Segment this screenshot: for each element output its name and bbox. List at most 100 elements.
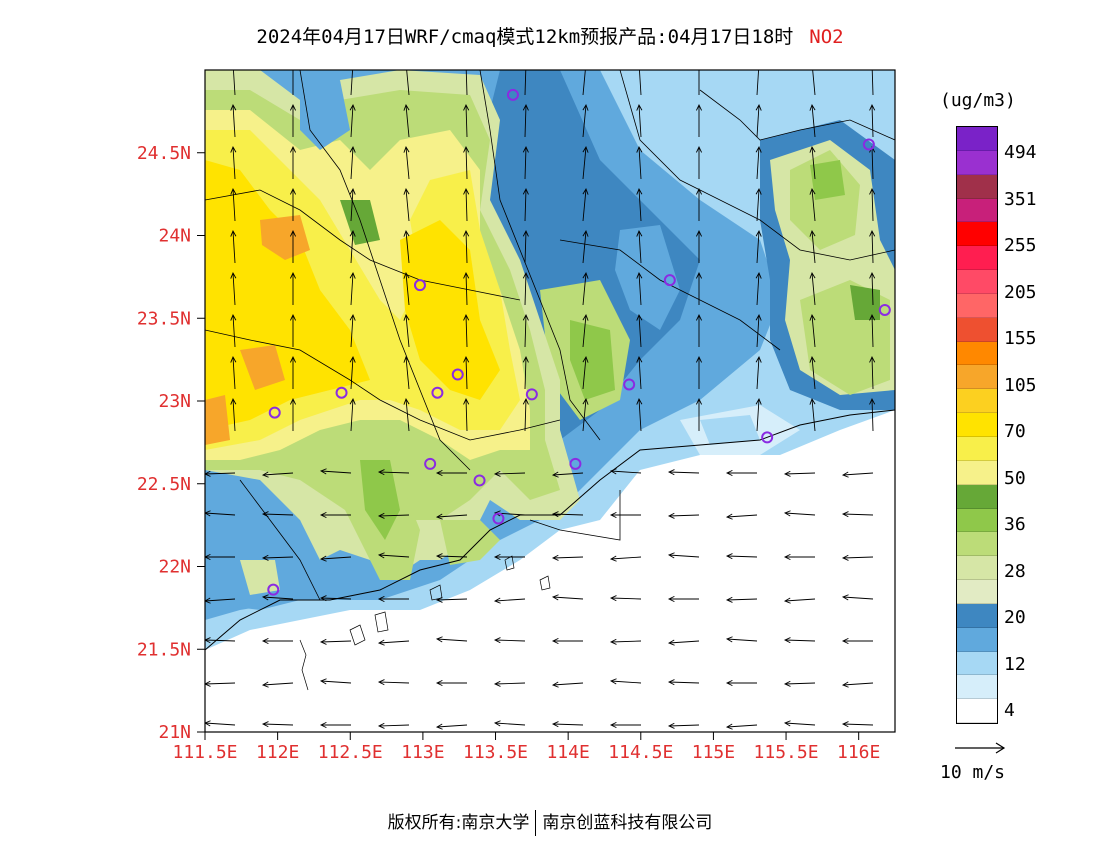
wind-arrow — [725, 513, 758, 520]
wind-arrow — [435, 679, 467, 687]
wind-arrow — [205, 510, 236, 517]
colorbar-segment — [957, 508, 997, 533]
wind-reference-label: 10 m/s — [940, 762, 1006, 783]
wind-arrow — [377, 679, 410, 686]
wind-arrow — [725, 723, 758, 730]
wind-vector-layer — [205, 70, 876, 730]
wind-arrow — [841, 681, 874, 688]
wind-arrow — [809, 145, 816, 180]
wind-arrow — [841, 637, 873, 645]
colorbar-segment — [957, 293, 997, 318]
wind-arrow — [582, 397, 589, 432]
wind-arrow — [230, 103, 237, 138]
lon-tick-label: 113.5E — [463, 742, 528, 763]
wind-arrow — [522, 355, 529, 390]
wind-arrow — [582, 187, 589, 222]
wind-arrow — [230, 145, 237, 180]
wind-arrow — [636, 229, 643, 264]
wind-arrow — [667, 512, 700, 519]
lon-tick-label: 112.5E — [318, 742, 383, 763]
colorbar-segment — [957, 532, 997, 557]
wind-arrow — [869, 103, 876, 138]
colorbar-label: 70 — [1004, 421, 1026, 442]
wind-arrow — [551, 554, 584, 561]
wind-arrow — [871, 70, 874, 96]
legend-unit: (ug/m3) — [940, 90, 1016, 111]
wind-arrow — [319, 468, 352, 475]
colorbar-label: 155 — [1004, 328, 1037, 349]
latitude-axis: 24.5N 24N 23.5N 23N 22.5N 22N 21.5N 21N — [137, 143, 205, 743]
colorbar-label: 494 — [1004, 142, 1037, 163]
colorbar-segment — [957, 174, 997, 199]
wind-arrow — [205, 720, 236, 727]
lon-tick-label: 114.5E — [608, 742, 673, 763]
lat-tick-label: 22N — [158, 557, 191, 578]
concentration-field — [205, 70, 895, 732]
wind-arrow — [725, 553, 758, 560]
wind-arrow — [695, 103, 703, 137]
wind-arrow — [841, 594, 874, 601]
wind-arrow — [609, 555, 642, 562]
wind-arrow — [522, 313, 529, 348]
city-marker — [267, 583, 280, 596]
wind-arrow — [551, 721, 584, 728]
wind-arrow — [465, 70, 468, 96]
colorbar-segment — [957, 460, 997, 485]
colorbar-segment — [957, 436, 997, 461]
wind-arrow — [493, 597, 526, 604]
wind-arrow — [435, 553, 468, 560]
lat-tick-label: 21.5N — [137, 639, 191, 660]
wind-arrow — [261, 471, 294, 478]
city-marker — [761, 431, 774, 444]
wind-arrow — [261, 681, 294, 688]
colorbar-label: 36 — [1004, 514, 1026, 535]
city-marker — [623, 378, 636, 391]
wind-arrow — [289, 355, 297, 389]
wind-arrow — [695, 355, 703, 389]
wind-arrow — [377, 552, 410, 559]
wind-arrow — [230, 271, 237, 306]
wind-arrow — [783, 553, 815, 561]
wind-arrow — [695, 271, 703, 305]
wind-arrow — [350, 70, 354, 96]
wind-arrow — [205, 597, 236, 604]
wind-arrow — [289, 103, 297, 137]
wind-arrow — [261, 594, 294, 601]
wind-arrow — [261, 554, 294, 561]
wind-arrow — [667, 722, 700, 729]
wind-arrow — [755, 187, 762, 222]
colorbar-segment — [957, 484, 997, 509]
wind-arrow — [783, 680, 816, 687]
city-marker — [424, 457, 437, 470]
wind-arrow — [289, 145, 297, 179]
wind-arrow — [755, 313, 762, 348]
colorbar-label: 4 — [1004, 700, 1015, 721]
wind-arrow — [349, 271, 356, 306]
wind-arrow — [756, 70, 760, 96]
copyright-left: 版权所有:南京大学 — [387, 813, 530, 833]
wind-arrow — [230, 187, 237, 222]
wind-arrow — [435, 636, 468, 643]
lat-tick-label: 24N — [158, 226, 191, 247]
wind-arrow — [869, 229, 876, 264]
wind-arrow — [667, 639, 700, 646]
wind-arrow — [463, 313, 470, 348]
wind-arrow — [463, 145, 470, 180]
wind-arrow — [522, 229, 529, 264]
wind-arrow — [695, 187, 703, 221]
colorbar-segment — [957, 127, 997, 151]
wind-arrow — [636, 271, 643, 306]
wind-arrow — [755, 103, 762, 138]
wind-arrow — [463, 397, 470, 432]
lat-tick-label: 23.5N — [137, 308, 191, 329]
wind-arrow — [435, 469, 467, 477]
colorbar-label: 105 — [1004, 374, 1037, 396]
wind-arrow — [319, 678, 352, 685]
wind-arrow — [841, 721, 874, 728]
wind-arrow — [667, 679, 700, 686]
colorbar-segment — [957, 603, 997, 628]
wind-arrow — [493, 680, 526, 687]
wind-arrow — [522, 145, 529, 180]
wind-arrow — [289, 187, 297, 221]
